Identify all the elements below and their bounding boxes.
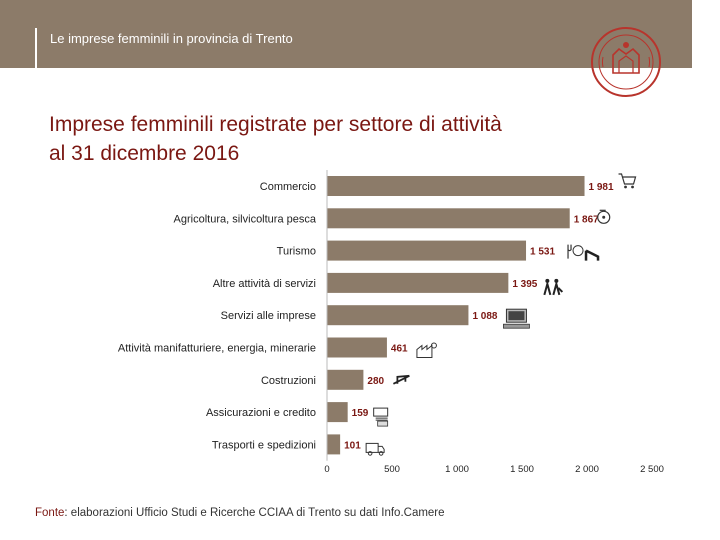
value-label: 159 [352, 408, 369, 419]
category-label: Commercio [260, 181, 316, 193]
value-label: 1 395 [512, 279, 537, 290]
tractor-icon [597, 209, 611, 224]
bar [327, 240, 527, 261]
source-text: : elaborazioni Ufficio Studi e Ricerche … [64, 507, 445, 519]
category-label: Altre attività di servizi [213, 278, 316, 290]
value-label: 1 867 [574, 214, 599, 225]
category-label: Attività manifatturiere, energia, minera… [118, 343, 316, 355]
bar-chart: Commercio Agricoltura, silvicoltura pesca… [118, 170, 664, 475]
value-label: 101 [344, 440, 361, 451]
people-services-icon [543, 278, 564, 296]
x-tick-label: 0 [324, 464, 329, 475]
bar [327, 369, 364, 390]
source-label: Fonte [35, 507, 65, 519]
bank-cash-icon [373, 407, 389, 427]
category-label: Agricoltura, silvicoltura pesca [174, 213, 317, 225]
factory-icon [416, 342, 437, 358]
x-tick-label: 1 500 [510, 464, 534, 475]
computer-icon [503, 308, 530, 329]
chamber-seal-logo [591, 27, 661, 97]
value-label: 280 [367, 376, 384, 387]
construction-crane-icon [392, 374, 410, 385]
value-label: 1 088 [472, 311, 497, 322]
source-footnote: Fonte: elaborazioni Ufficio Studi e Rice… [35, 507, 445, 519]
x-tick-label: 500 [384, 464, 400, 475]
bar [327, 272, 509, 293]
category-label: Turismo [277, 246, 316, 258]
x-tick-label: 1 000 [445, 464, 469, 475]
value-label: 1 981 [589, 182, 614, 193]
category-label: Costruzioni [261, 375, 316, 387]
header-title: Le imprese femminili in provincia di Tre… [50, 31, 293, 46]
bar [327, 208, 570, 229]
value-label: 461 [391, 344, 408, 355]
header-band [0, 0, 692, 68]
category-label: Servizi alle imprese [221, 310, 316, 322]
bar [327, 305, 469, 326]
x-tick-label: 2 000 [575, 464, 599, 475]
category-label: Assicurazioni e credito [206, 407, 316, 419]
bar [327, 176, 585, 196]
bar [327, 337, 387, 358]
value-label: 1 531 [530, 247, 555, 258]
shopping-cart-icon [618, 173, 637, 189]
header-divider [35, 28, 37, 68]
bar [327, 402, 348, 423]
restaurant-bed-icon [567, 244, 600, 261]
x-tick-label: 2 500 [640, 464, 664, 475]
slide-title: Imprese femminili registrate per settore… [49, 113, 502, 165]
category-label: Trasporti e spedizioni [212, 439, 316, 451]
truck-icon [365, 442, 385, 456]
bar [327, 434, 341, 455]
